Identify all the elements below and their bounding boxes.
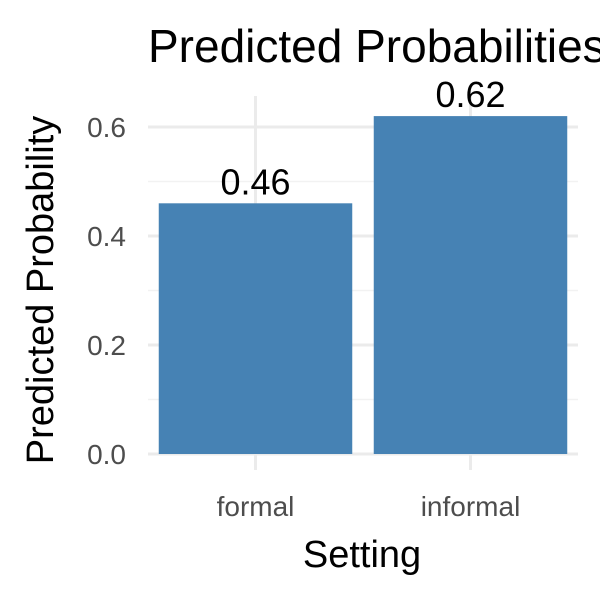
data-labels: 0.46 0.62 xyxy=(220,74,505,202)
y-tick-label: 0.0 xyxy=(87,439,126,470)
bar-informal xyxy=(373,116,568,454)
chart-title: Predicted Probabilities xyxy=(148,20,600,72)
x-tick-label-informal: informal xyxy=(421,491,521,522)
x-axis-ticks: formal informal xyxy=(217,491,521,522)
data-label-informal: 0.62 xyxy=(435,74,505,115)
bars xyxy=(158,116,568,454)
bar-formal xyxy=(158,203,353,454)
data-label-formal: 0.46 xyxy=(220,161,290,202)
y-tick-label: 0.6 xyxy=(87,112,126,143)
y-axis-ticks: 0.0 0.2 0.4 0.6 xyxy=(87,112,126,470)
y-tick-label: 0.4 xyxy=(87,221,126,252)
x-axis-title: Setting xyxy=(303,534,421,576)
x-tick-label-formal: formal xyxy=(217,491,295,522)
y-tick-label: 0.2 xyxy=(87,330,126,361)
y-axis-title: Predicted Probability xyxy=(20,116,62,465)
